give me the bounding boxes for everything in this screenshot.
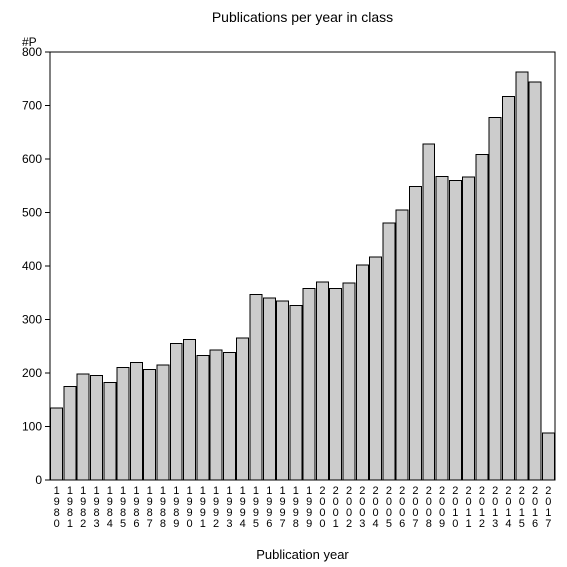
x-tick-label: 2004 xyxy=(373,485,379,530)
bar xyxy=(370,257,382,480)
bar xyxy=(529,82,541,480)
y-tick-label: 300 xyxy=(22,313,42,327)
x-tick-label: 2017 xyxy=(545,485,551,530)
bar xyxy=(64,386,76,480)
x-tick-label: 1998 xyxy=(293,485,299,530)
bar xyxy=(77,374,89,480)
bar xyxy=(144,369,156,480)
x-axis-label: Publication year xyxy=(256,547,349,562)
x-tick-label: 2005 xyxy=(386,485,392,530)
y-tick-label: 500 xyxy=(22,206,42,220)
bar xyxy=(290,306,302,480)
chart-svg: Publications per year in class#P01002003… xyxy=(0,0,567,567)
bar xyxy=(409,186,421,480)
x-tick-label: 1996 xyxy=(266,485,272,530)
bar xyxy=(343,283,355,480)
y-tick-label: 800 xyxy=(22,45,42,59)
bar xyxy=(316,282,328,480)
x-tick-label: 1997 xyxy=(280,485,286,530)
x-tick-label: 1999 xyxy=(306,485,312,530)
x-tick-label: 1986 xyxy=(133,485,139,530)
x-tick-label: 1993 xyxy=(226,485,232,530)
x-tick-label: 2015 xyxy=(519,485,525,530)
bar xyxy=(277,301,289,480)
bar xyxy=(542,433,554,480)
x-tick-label: 2013 xyxy=(492,485,498,530)
x-tick-label: 1983 xyxy=(93,485,99,530)
x-tick-label: 2016 xyxy=(532,485,538,530)
x-tick-label: 2012 xyxy=(479,485,485,530)
bar xyxy=(263,298,275,480)
bar xyxy=(184,339,196,480)
bar xyxy=(223,353,235,480)
x-tick-label: 1985 xyxy=(120,485,126,530)
chart-title: Publications per year in class xyxy=(212,9,393,25)
x-tick-label: 2008 xyxy=(426,485,432,530)
x-tick-label: 2001 xyxy=(333,485,339,530)
y-tick-label: 700 xyxy=(22,99,42,113)
bar xyxy=(463,177,475,480)
bar xyxy=(91,376,103,480)
y-tick-label: 200 xyxy=(22,366,42,380)
bar xyxy=(130,362,142,480)
x-tick-label: 2000 xyxy=(319,485,325,530)
x-tick-label: 2002 xyxy=(346,485,352,530)
bar xyxy=(237,338,249,480)
x-tick-label: 1980 xyxy=(54,485,60,530)
y-tick-label: 0 xyxy=(35,473,42,487)
x-tick-label: 2009 xyxy=(439,485,445,530)
x-tick-label: 1984 xyxy=(107,485,113,530)
x-tick-label: 1988 xyxy=(160,485,166,530)
bar xyxy=(396,210,408,480)
bar xyxy=(516,72,528,480)
bar xyxy=(250,294,262,480)
x-tick-label: 2011 xyxy=(466,485,472,530)
bar xyxy=(51,408,63,480)
x-tick-label: 1995 xyxy=(253,485,259,530)
bar xyxy=(104,383,116,480)
publications-bar-chart: Publications per year in class#P01002003… xyxy=(0,0,567,567)
x-tick-label: 1994 xyxy=(240,485,246,530)
x-tick-label: 1982 xyxy=(80,485,86,530)
x-tick-label: 1991 xyxy=(200,485,206,530)
x-tick-label: 1990 xyxy=(186,485,192,530)
bar xyxy=(436,177,448,480)
x-tick-label: 2010 xyxy=(452,485,458,530)
bar xyxy=(383,223,395,480)
bar xyxy=(170,344,182,480)
x-tick-label: 2003 xyxy=(359,485,365,530)
bar xyxy=(117,368,129,480)
bar xyxy=(503,96,515,480)
bar xyxy=(210,350,222,480)
bar xyxy=(476,155,488,480)
y-tick-label: 600 xyxy=(22,152,42,166)
x-tick-label: 2007 xyxy=(412,485,418,530)
bar xyxy=(197,355,209,480)
y-tick-label: 400 xyxy=(22,259,42,273)
x-tick-label: 1987 xyxy=(147,485,153,530)
bar xyxy=(449,180,461,480)
y-tick-label: 100 xyxy=(22,420,42,434)
x-tick-label: 1989 xyxy=(173,485,179,530)
bar xyxy=(157,365,169,480)
bar xyxy=(356,265,368,480)
x-tick-label: 1992 xyxy=(213,485,219,530)
x-tick-label: 2006 xyxy=(399,485,405,530)
bar xyxy=(423,144,435,480)
bar xyxy=(330,288,342,480)
x-tick-label: 1981 xyxy=(67,485,73,530)
bar xyxy=(303,288,315,480)
bar xyxy=(489,117,501,480)
x-tick-label: 2014 xyxy=(505,485,511,530)
